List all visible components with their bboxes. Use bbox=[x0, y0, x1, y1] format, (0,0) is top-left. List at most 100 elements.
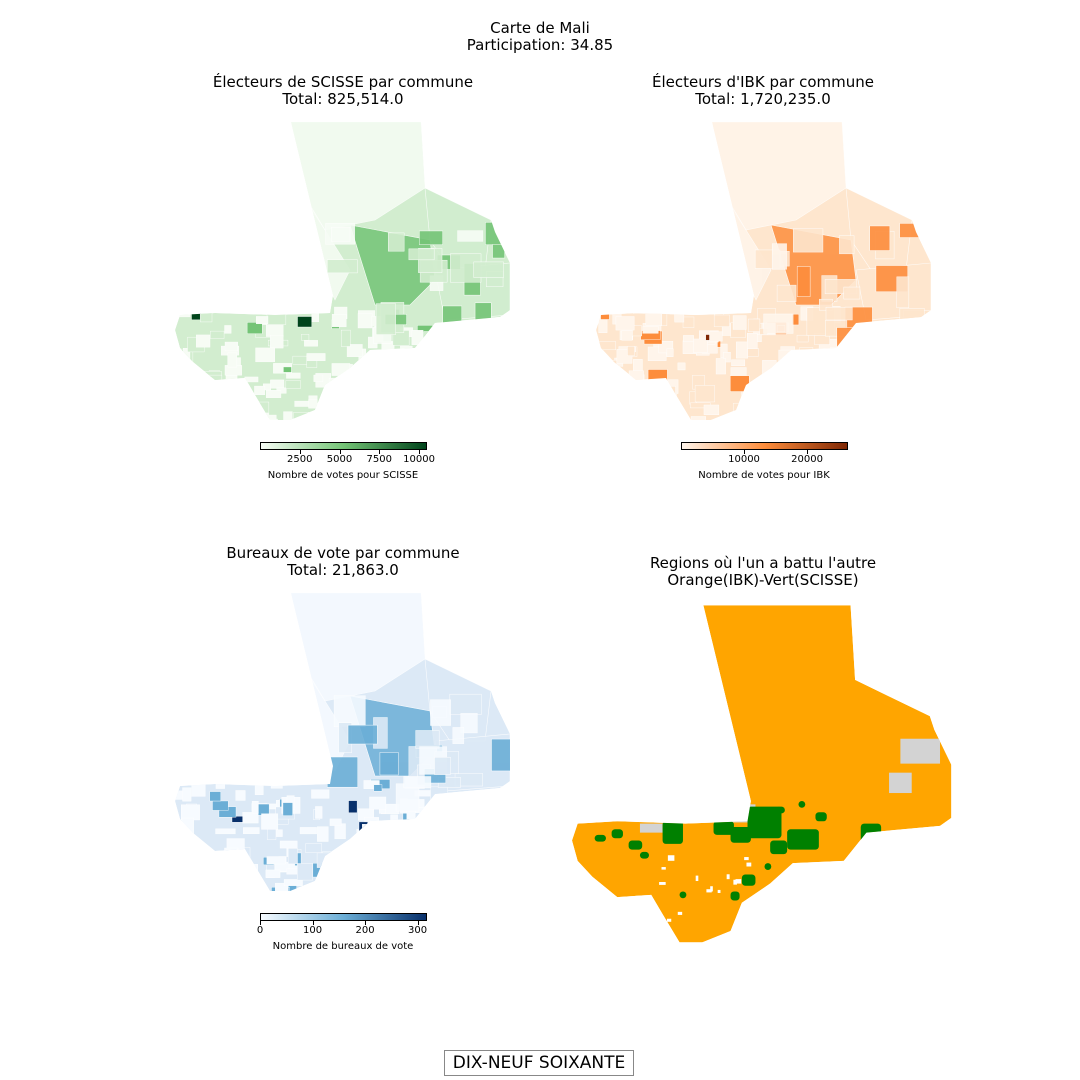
commune-shape bbox=[343, 408, 355, 416]
commune-shape bbox=[196, 334, 211, 348]
commune-shape bbox=[282, 802, 293, 816]
commune-shape bbox=[820, 407, 833, 420]
commune-shape bbox=[379, 752, 399, 776]
commune-shape bbox=[816, 367, 835, 376]
no-data-gap bbox=[746, 862, 752, 867]
commune-shape bbox=[666, 348, 674, 357]
commune-shape bbox=[242, 812, 259, 824]
commune-shape bbox=[839, 235, 855, 255]
colorbar-ibk bbox=[681, 442, 848, 450]
panel-winner-title-line1: Regions où l'un a battu l'autre bbox=[649, 554, 877, 572]
commune-shape bbox=[331, 314, 347, 328]
commune-shape bbox=[181, 411, 192, 419]
panel-winner-title-line2: Orange(IBK)-Vert(SCISSE) bbox=[667, 571, 859, 589]
commune-shape bbox=[400, 365, 416, 381]
commune-shape bbox=[348, 800, 358, 813]
commune-shape bbox=[185, 861, 193, 874]
panel-winner-title: Regions où l'un a battu l'autre Orange(I… bbox=[563, 555, 963, 589]
commune-shape bbox=[353, 849, 374, 863]
commune-shape bbox=[388, 863, 400, 879]
commune-shape bbox=[286, 372, 301, 379]
commune-shape bbox=[181, 804, 200, 821]
commune-shape bbox=[602, 405, 620, 411]
commune-shape bbox=[353, 416, 369, 420]
commune-shape bbox=[212, 800, 229, 811]
commune-shape bbox=[246, 322, 263, 334]
no-data-gap bbox=[733, 879, 737, 885]
commune-shape bbox=[404, 884, 424, 891]
winner-shapes bbox=[572, 605, 952, 943]
commune-shape bbox=[682, 316, 695, 328]
colorbar-ibk-ticks: 10000 20000 bbox=[681, 450, 848, 465]
commune-shape bbox=[693, 338, 708, 353]
commune-shape bbox=[402, 854, 422, 870]
commune-shape bbox=[212, 872, 221, 882]
commune-shape bbox=[366, 836, 383, 849]
commune-shape bbox=[676, 419, 691, 420]
commune-shape bbox=[628, 402, 638, 416]
commune-shape bbox=[255, 347, 276, 363]
commune-shape bbox=[810, 377, 828, 391]
scisse-majority-region bbox=[679, 891, 687, 899]
commune-shape bbox=[799, 347, 814, 354]
commune-shape bbox=[658, 393, 677, 408]
commune-shape bbox=[412, 886, 431, 891]
scisse-majority-region bbox=[798, 800, 806, 808]
commune-shape bbox=[754, 413, 769, 420]
commune-shape bbox=[251, 801, 259, 814]
commune-shape bbox=[730, 375, 750, 392]
commune-shape bbox=[633, 307, 645, 314]
commune-shape bbox=[813, 363, 833, 378]
commune-shape bbox=[598, 382, 618, 400]
commune-shape bbox=[255, 412, 269, 420]
commune-shape bbox=[400, 345, 413, 364]
commune-shape bbox=[358, 372, 373, 390]
scisse-majority-region bbox=[611, 829, 623, 839]
colorbar-tick-label: 100 bbox=[302, 925, 323, 936]
commune-shape bbox=[205, 394, 213, 404]
commune-shape bbox=[430, 786, 448, 802]
commune-shape bbox=[653, 392, 673, 399]
commune-shape bbox=[762, 360, 777, 378]
commune-shape bbox=[214, 408, 224, 415]
no-data-gap bbox=[735, 879, 742, 884]
colorbar-scisse-ticks: 2500 5000 7500 10000 bbox=[260, 450, 435, 465]
commune-shape bbox=[457, 230, 484, 242]
commune-shape bbox=[430, 699, 451, 726]
commune-shape bbox=[426, 342, 442, 351]
commune-shape bbox=[215, 777, 225, 789]
commune-shape bbox=[237, 878, 255, 887]
commune-shape bbox=[390, 814, 398, 822]
scisse-majority-region bbox=[747, 806, 782, 839]
commune-shape bbox=[401, 353, 413, 362]
commune-shape bbox=[265, 390, 282, 398]
commune-shape bbox=[423, 331, 443, 347]
commune-shape bbox=[713, 314, 730, 327]
commune-shape bbox=[776, 284, 797, 302]
commune-shape bbox=[694, 385, 715, 403]
no-data-gap bbox=[717, 889, 721, 894]
commune-shape bbox=[265, 869, 281, 878]
commune-shape bbox=[254, 783, 264, 795]
colorbar-tick-label: 10000 bbox=[403, 454, 435, 465]
commune-shape bbox=[430, 828, 438, 841]
commune-shape bbox=[298, 887, 306, 891]
panel-bureaux-title-line2: Total: 21,863.0 bbox=[287, 561, 399, 579]
commune-shape bbox=[224, 847, 239, 858]
commune-shape bbox=[365, 415, 380, 420]
commune-shape bbox=[225, 849, 245, 867]
commune-shape bbox=[825, 306, 853, 321]
commune-shape bbox=[333, 695, 366, 727]
commune-shape bbox=[336, 867, 345, 878]
commune-shape bbox=[405, 408, 413, 420]
commune-shape bbox=[388, 232, 405, 252]
panel-ibk-title-line1: Électeurs d'IBK par commune bbox=[652, 73, 874, 91]
commune-shape bbox=[285, 380, 301, 389]
commune-shape bbox=[819, 357, 840, 367]
commune-shape bbox=[820, 366, 831, 373]
commune-shape bbox=[342, 884, 353, 891]
commune-shape bbox=[840, 416, 852, 420]
commune-shape bbox=[366, 377, 378, 394]
commune-shape bbox=[788, 402, 798, 412]
commune-shape bbox=[246, 878, 257, 891]
